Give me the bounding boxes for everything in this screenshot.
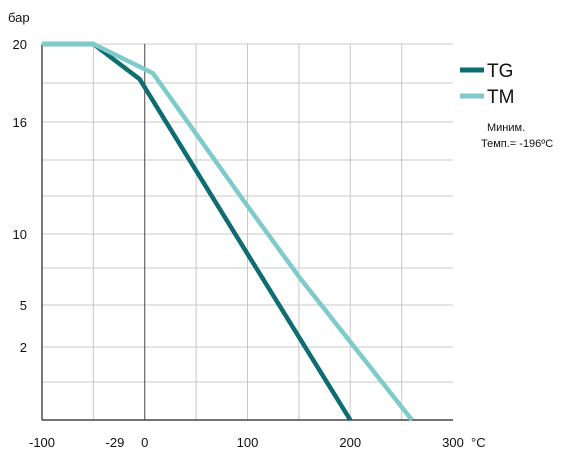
y-tick-label: 16 (13, 115, 27, 130)
x-tick-label: 300 (442, 435, 464, 450)
y-tick-label: 2 (20, 340, 27, 355)
x-tick-label: 100 (237, 435, 259, 450)
x-tick-label: -100 (29, 435, 55, 450)
x-tick-label: 0 (141, 435, 148, 450)
x-tick-labels: -100 -29 0 100 200 300 (29, 435, 464, 450)
y-tick-labels: 20 16 10 5 2 (13, 37, 27, 355)
min-temp-note-line2: Темп.= -196ºC (481, 138, 553, 150)
x-axis-unit: °C (471, 435, 486, 450)
y-axis-unit: бар (8, 10, 30, 25)
legend-label-tm: TM (487, 87, 514, 108)
legend: TG TM (460, 61, 514, 108)
legend-label-tg: TG (487, 61, 513, 82)
axes (41, 44, 453, 421)
grid (42, 43, 453, 420)
series-lines (42, 41, 414, 422)
x-tick-label: -29 (106, 435, 125, 450)
x-tick-label: 200 (339, 435, 361, 450)
series-line-tm (42, 41, 414, 422)
y-tick-label: 5 (20, 298, 27, 313)
y-tick-label: 10 (13, 227, 27, 242)
min-temp-note-line1: Миним. (487, 122, 525, 134)
y-tick-label: 20 (13, 37, 27, 52)
